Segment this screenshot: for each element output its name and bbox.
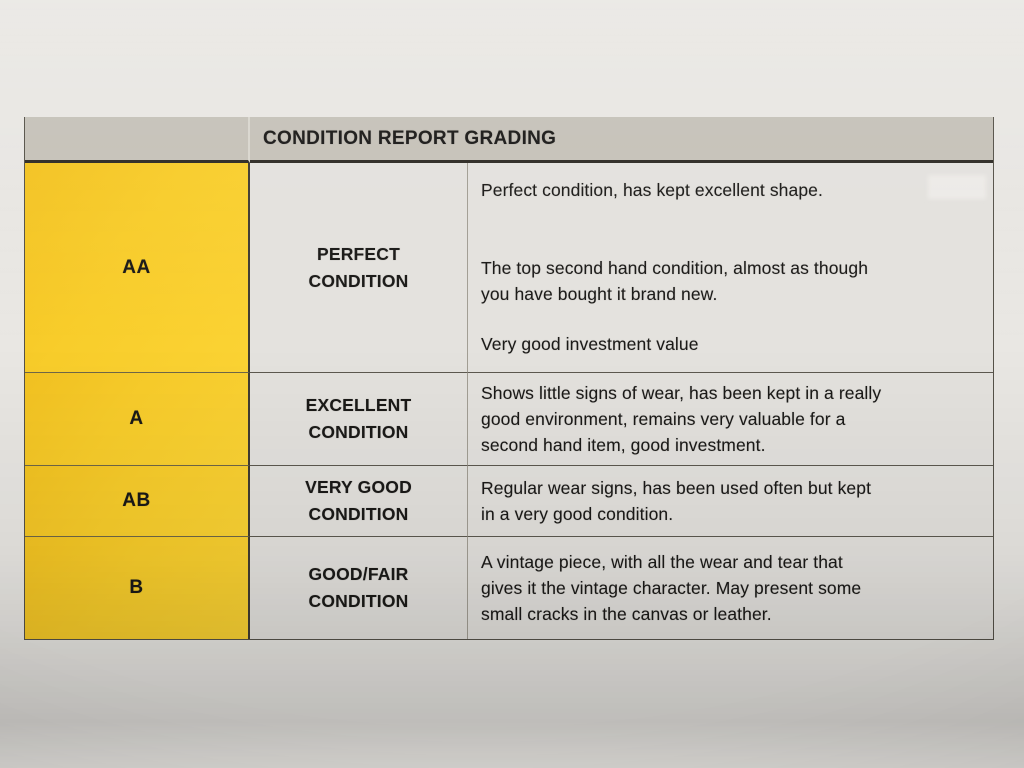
condition-label: PERFECT CONDITION (308, 243, 409, 291)
condition-label: VERY GOOD CONDITION (305, 477, 412, 524)
description-paragraph: The top second hand condition, almost as… (481, 258, 869, 304)
grade-cell-aa: AA (25, 163, 250, 373)
description-cell-aa: Perfect condition, has kept excellent sh… (468, 163, 993, 373)
table-header: CONDITION REPORT GRADING (250, 117, 993, 163)
description-paragraph: A vintage piece, with all the wear and t… (481, 552, 862, 624)
grade-cell-ab: AB (25, 466, 250, 537)
description-paragraph: Regular wear signs, has been used often … (481, 478, 872, 524)
table-title: CONDITION REPORT GRADING (263, 127, 557, 149)
condition-cell-ab: VERY GOOD CONDITION (250, 466, 468, 537)
condition-label: GOOD/FAIR CONDITION (308, 564, 409, 611)
grade-label: AA (122, 256, 151, 278)
grade-label: A (129, 408, 144, 429)
table-header-corner (25, 117, 250, 163)
grade-label: AB (122, 490, 151, 511)
whiteout-patch (928, 175, 986, 199)
condition-cell-b: GOOD/FAIR CONDITION (250, 537, 468, 639)
description-cell-a: Shows little signs of wear, has been kep… (468, 373, 993, 466)
grade-label: B (129, 577, 144, 598)
description-paragraph: Shows little signs of wear, has been kep… (481, 383, 882, 455)
condition-cell-aa: PERFECT CONDITION (250, 163, 468, 373)
description-cell-b: A vintage piece, with all the wear and t… (468, 537, 993, 639)
condition-label: EXCELLENT CONDITION (305, 395, 412, 442)
condition-grading-table: CONDITION REPORT GRADING AA PERFECT CONDI… (24, 117, 994, 640)
condition-cell-a: EXCELLENT CONDITION (250, 373, 468, 466)
description-paragraph: Very good investment value (481, 334, 699, 354)
description-cell-ab: Regular wear signs, has been used often … (468, 466, 993, 537)
grade-cell-a: A (25, 373, 250, 466)
grade-cell-b: B (25, 537, 250, 639)
description-paragraph: Perfect condition, has kept excellent sh… (481, 180, 823, 200)
